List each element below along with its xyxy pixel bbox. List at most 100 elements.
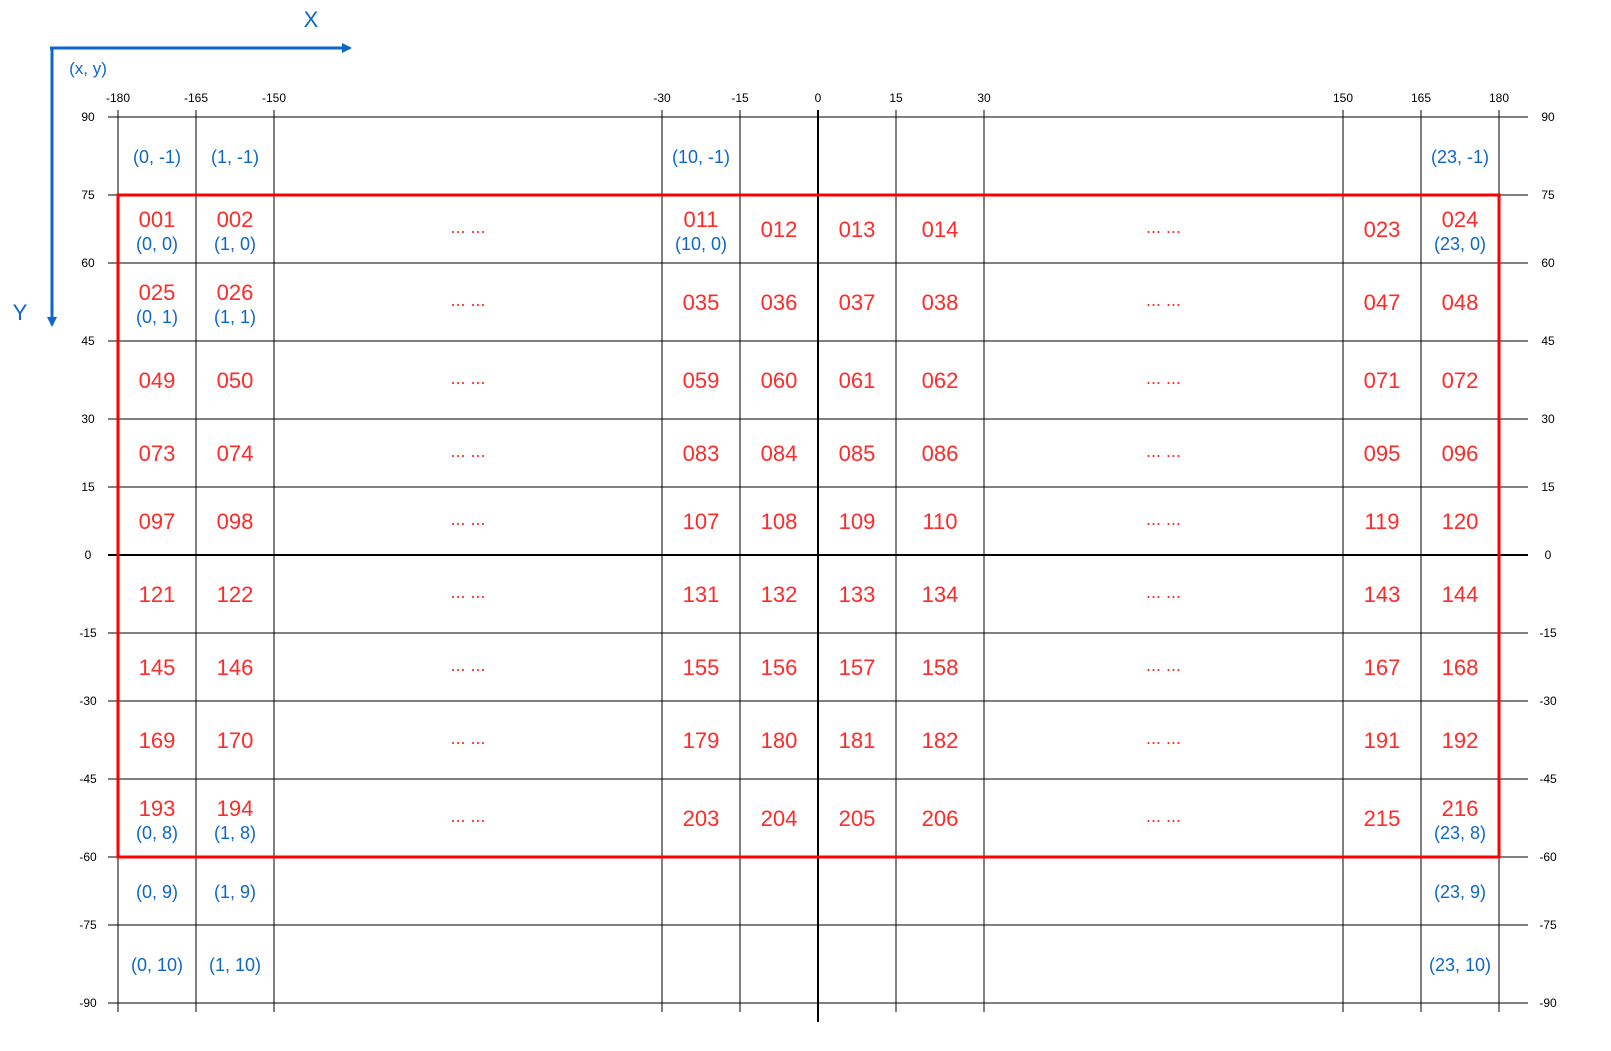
tile-id-label: 061 [839,368,876,393]
tile-id-label: 120 [1442,509,1479,534]
ellipsis-label: ... ... [1146,728,1181,748]
ellipsis-label: ... ... [450,582,485,602]
tile-id-label: 002 [217,207,254,232]
tile-id-label: 157 [839,655,876,680]
tile-id-label: 037 [839,290,876,315]
axis-indicator: X Y (x, y) [13,7,352,327]
tile-id-label: 084 [761,441,798,466]
tile-id-label: 036 [761,290,798,315]
latitude-tick-label-left: 15 [81,480,95,494]
tile-id-label: 132 [761,582,798,607]
ellipsis-label: ... ... [1146,368,1181,388]
tile-coordinate-label: (0, 1) [136,307,178,327]
latitude-tick-label-left: -30 [79,694,97,708]
tile-id-label: 192 [1442,728,1479,753]
longitude-tick-label: -180 [106,91,130,105]
tile-coordinate-label: (0, 10) [131,955,183,975]
tile-coordinate-label: (1, -1) [211,147,259,167]
longitude-tick-label: -30 [653,91,671,105]
tile-id-label: 072 [1442,368,1479,393]
y-axis-title: Y [13,300,28,325]
latitude-tick-label-left: 30 [81,412,95,426]
tile-id-label: 014 [922,217,959,242]
tile-id-label: 097 [139,509,176,534]
latitude-tick-label-right: 15 [1541,480,1555,494]
tile-id-label: 085 [839,441,876,466]
latitude-tick-label-left: -90 [79,996,97,1010]
longitude-tick-label: -165 [184,91,208,105]
tile-id-label: 049 [139,368,176,393]
tile-id-label: 047 [1364,290,1401,315]
tile-id-label: 133 [839,582,876,607]
latitude-tick-label-right: 45 [1541,334,1555,348]
tile-id-label: 206 [922,806,959,831]
ellipsis-label: ... ... [450,806,485,826]
ellipsis-label: ... ... [450,217,485,237]
tile-id-label: 023 [1364,217,1401,242]
latitude-tick-label-left: 60 [81,256,95,270]
ellipsis-label: ... ... [450,290,485,310]
latitude-tick-label-left: 75 [81,188,95,202]
tile-coordinate-label: (0, -1) [133,147,181,167]
tile-id-label: 098 [217,509,254,534]
tile-id-label: 001 [139,207,176,232]
ellipsis-label: ... ... [1146,655,1181,675]
longitude-tick-label: 30 [977,91,991,105]
longitude-tick-label: 0 [815,91,822,105]
tile-id-label: 024 [1442,207,1479,232]
tile-id-label: 025 [139,280,176,305]
tile-id-label: 191 [1364,728,1401,753]
longitude-tick-label: -150 [262,91,286,105]
valid-tile-region-border [116,193,1501,859]
tile-id-label: 013 [839,217,876,242]
tile-id-label: 109 [839,509,876,534]
tile-coordinate-label: (10, 0) [675,234,727,254]
tile-id-label: 071 [1364,368,1401,393]
tile-id-label: 062 [922,368,959,393]
ellipsis-label: ... ... [450,655,485,675]
tile-id-label: 168 [1442,655,1479,680]
tile-coordinate-label: (1, 0) [214,234,256,254]
tile-id-label: 205 [839,806,876,831]
tile-id-label: 215 [1364,806,1401,831]
tile-id-label: 073 [139,441,176,466]
tile-coordinate-label: (23, 9) [1434,882,1486,902]
latitude-tick-label-right: 0 [1545,548,1552,562]
tile-id-label: 146 [217,655,254,680]
longitude-tick-label: 15 [889,91,903,105]
tile-id-label: 074 [217,441,254,466]
tile-id-label: 216 [1442,796,1479,821]
tile-id-label: 145 [139,655,176,680]
tile-coordinate-label: (23, 8) [1434,823,1486,843]
tile-id-label: 050 [217,368,254,393]
tile-id-label: 108 [761,509,798,534]
tile-id-label: 167 [1364,655,1401,680]
latitude-tick-label-left: 0 [85,548,92,562]
tile-id-label: 203 [683,806,720,831]
tile-id-label: 060 [761,368,798,393]
tile-id-label: 048 [1442,290,1479,315]
tile-id-label: 144 [1442,582,1479,607]
longitude-tick-label: -15 [731,91,749,105]
tile-id-label: 170 [217,728,254,753]
latitude-tick-label-left: -60 [79,850,97,864]
tile-coordinate-label: (23, -1) [1431,147,1489,167]
ellipsis-label: ... ... [1146,806,1181,826]
tile-id-label: 012 [761,217,798,242]
tile-id-label: 086 [922,441,959,466]
tile-id-label: 083 [683,441,720,466]
tile-id-label: 131 [683,582,720,607]
tile-id-label: 134 [922,582,959,607]
latitude-tick-label-left: -15 [79,626,97,640]
longitude-tick-label: 165 [1411,91,1431,105]
tile-id-label: 155 [683,655,720,680]
tile-coordinate-label: (1, 10) [209,955,261,975]
ellipsis-label: ... ... [450,441,485,461]
latitude-tick-label-right: 60 [1541,256,1555,270]
tile-coordinate-label: (23, 0) [1434,234,1486,254]
grid-lines [108,110,1528,1022]
tile-id-label: 122 [217,582,254,607]
tile-coordinate-label: (1, 9) [214,882,256,902]
